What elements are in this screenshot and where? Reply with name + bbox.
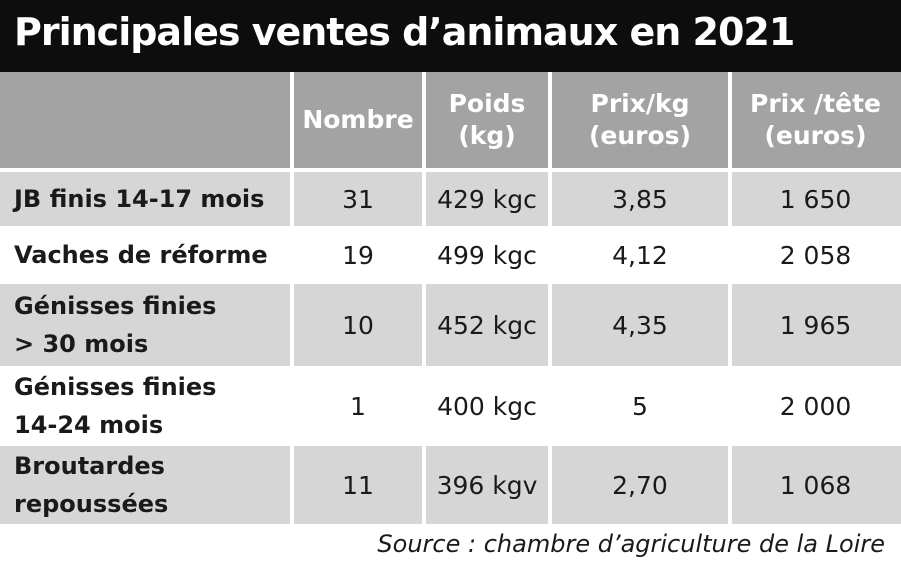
header-prix-kg: Prix/kg (euros)	[550, 72, 730, 168]
cell-prix-kg: 3,85	[612, 184, 668, 214]
title-bar: Principales ventes d’animaux en 2021	[0, 0, 901, 72]
header-row: Nombre Poids (kg) Prix/kg (euros) Prix /…	[0, 72, 901, 168]
source-note: Source : chambre d’agriculture de la Loi…	[377, 530, 885, 558]
header-prix-kg-line2: (euros)	[589, 121, 691, 150]
table-title: Principales ventes d’animaux en 2021	[14, 10, 795, 54]
row-label-line1: JB finis 14-17 mois	[14, 185, 265, 213]
header-prix-tete-line2: (euros)	[764, 121, 867, 150]
column-divider	[728, 72, 732, 524]
row-label: JB finis 14-17 mois	[0, 172, 292, 226]
cell-prix-tete: 1 650	[779, 184, 852, 214]
table-row: Broutardes repoussées 11 396 kgv 2,70 1 …	[0, 446, 901, 524]
cell-poids: 452 kgc	[437, 310, 537, 340]
header-empty-cell	[0, 72, 292, 168]
cell-poids: 499 kgc	[437, 240, 537, 270]
cell-prix-kg: 5	[632, 391, 648, 421]
row-label: Génisses finies > 30 mois	[0, 284, 292, 366]
row-label: Vaches de réforme	[0, 226, 292, 284]
cell-nombre: 11	[342, 470, 374, 500]
header-prix-kg-line1: Prix/kg	[590, 89, 690, 118]
cell-prix-tete: 2 000	[779, 391, 852, 421]
cell-prix-kg: 2,70	[612, 470, 668, 500]
table-row: Vaches de réforme 19 499 kgc 4,12 2 058	[0, 226, 901, 284]
cell-prix-kg: 4,35	[612, 310, 668, 340]
cell-prix-kg: 4,12	[612, 240, 668, 270]
column-divider	[548, 72, 552, 524]
cell-poids: 396 kgv	[436, 470, 538, 500]
header-poids-line2: (kg)	[458, 121, 516, 150]
cell-prix-tete: 2 058	[779, 240, 852, 270]
row-label: Broutardes repoussées	[0, 446, 292, 524]
header-nombre-text: Nombre	[302, 105, 414, 134]
row-label-line1: Vaches de réforme	[14, 241, 268, 269]
header-prix-tete: Prix /tête (euros)	[730, 72, 901, 168]
row-label-line2: repoussées	[14, 490, 169, 518]
row-label-line1: Génisses finies	[14, 373, 217, 401]
table-row: Génisses finies > 30 mois 10 452 kgc 4,3…	[0, 284, 901, 366]
cell-prix-tete: 1 965	[779, 310, 852, 340]
table-row: JB finis 14-17 mois 31 429 kgc 3,85 1 65…	[0, 172, 901, 226]
row-label-line1: Broutardes	[14, 452, 165, 480]
header-poids-line1: Poids	[448, 89, 526, 118]
row-label-line1: Génisses finies	[14, 292, 217, 320]
header-poids: Poids (kg)	[424, 72, 550, 168]
row-divider	[0, 168, 901, 172]
cell-prix-tete: 1 068	[779, 470, 852, 500]
cell-poids: 429 kgc	[437, 184, 537, 214]
cell-nombre: 1	[350, 391, 366, 421]
cell-nombre: 10	[342, 310, 374, 340]
cell-poids: 400 kgc	[437, 391, 537, 421]
column-divider	[422, 72, 426, 524]
row-label-line2: 14-24 mois	[14, 411, 164, 439]
row-label: Génisses finies 14-24 mois	[0, 366, 292, 446]
header-prix-tete-line1: Prix /tête	[750, 89, 881, 118]
row-label-line2: > 30 mois	[14, 330, 149, 358]
header-nombre: Nombre	[292, 72, 424, 168]
cell-nombre: 31	[342, 184, 374, 214]
cell-nombre: 19	[342, 240, 374, 270]
column-divider	[290, 72, 294, 524]
table-row: Génisses finies 14-24 mois 1 400 kgc 5 2…	[0, 366, 901, 446]
